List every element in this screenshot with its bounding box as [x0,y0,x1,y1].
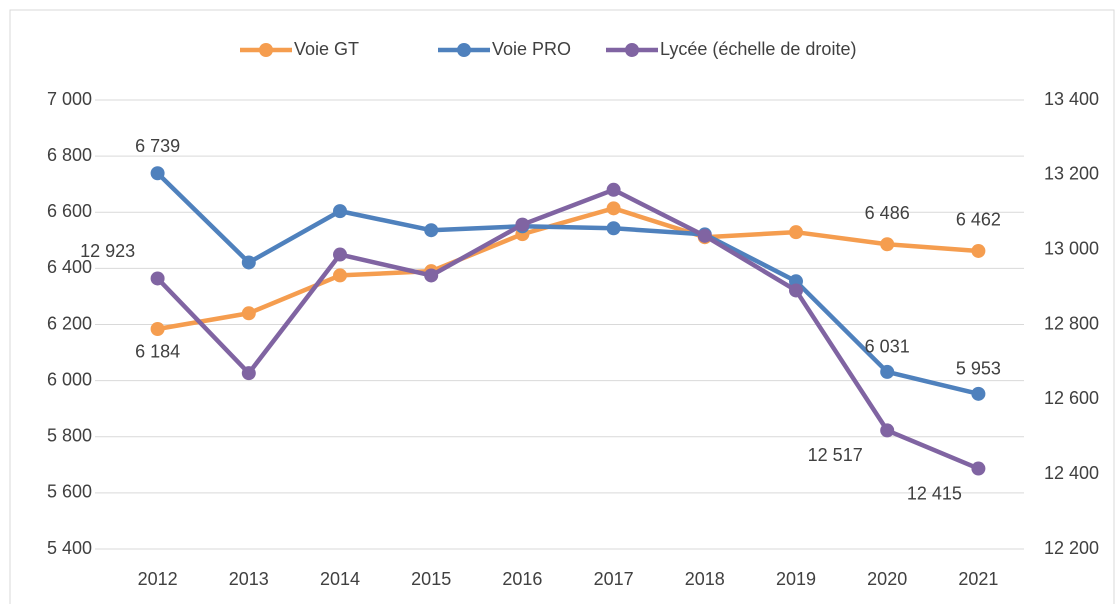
data-label: 5 953 [956,359,1001,379]
series-line [156,171,979,397]
data-point [333,204,347,219]
data-point [241,255,256,270]
legend-marker [457,43,471,57]
x-tick-label: 2017 [594,569,634,589]
y2-tick-label: 13 400 [1044,89,1099,109]
y-tick-label: 5 400 [47,538,92,558]
data-label: 12 415 [907,483,962,503]
y-tick-label: 6 200 [47,313,92,333]
data-label: 6 486 [865,203,910,223]
y-tick-label: 6 400 [47,257,92,277]
data-point [333,247,347,262]
data-point [150,271,165,286]
x-tick-label: 2013 [229,569,269,589]
y2-tick-label: 12 600 [1044,388,1099,408]
data-point [606,201,621,216]
y2-tick-label: 13 200 [1044,164,1099,184]
data-point [880,237,895,252]
legend-label: Voie PRO [492,39,571,59]
data-point [789,283,803,298]
y2-tick-label: 12 200 [1044,538,1099,558]
data-point [971,386,986,401]
data-point [333,268,347,283]
y-tick-label: 6 800 [47,145,92,165]
y-tick-label: 5 600 [47,482,92,502]
series-line [157,206,979,332]
x-tick-label: 2021 [958,569,998,589]
data-point [424,223,439,238]
legend-label: Lycée (échelle de droite) [660,39,856,59]
data-point [880,364,895,379]
chart-frame [9,9,1115,604]
data-label: 6 031 [865,337,910,357]
y2-tick-label: 12 400 [1044,463,1099,483]
data-point [789,225,803,240]
x-tick-label: 2016 [502,569,542,589]
x-tick-label: 2012 [138,569,178,589]
data-point [606,182,621,197]
data-point [971,461,986,476]
y-tick-label: 6 600 [47,201,92,221]
data-point [424,268,439,283]
data-label: 12 923 [80,241,135,261]
series-line [155,187,980,471]
y-tick-label: 5 800 [47,426,92,446]
x-tick-label: 2014 [320,569,360,589]
data-label: 12 517 [808,445,863,465]
legend-label: Voie GT [294,39,359,59]
x-tick-label: 2020 [867,569,907,589]
legend-marker [259,43,273,57]
y-tick-label: 7 000 [47,89,92,109]
data-point [971,243,986,258]
data-point [241,366,256,381]
x-tick-label: 2015 [411,569,451,589]
data-point [880,423,895,438]
data-point [606,221,621,236]
data-point [697,228,712,243]
data-label: 6 462 [956,210,1001,230]
x-tick-label: 2019 [776,569,816,589]
y-tick-label: 6 000 [47,369,92,389]
y2-tick-label: 12 800 [1044,313,1099,333]
y2-tick-label: 13 000 [1044,238,1099,258]
legend-marker [625,43,639,57]
data-point [241,306,256,321]
x-tick-label: 2018 [685,569,725,589]
data-point [150,321,165,336]
data-point [150,166,165,181]
data-label: 6 739 [135,136,180,156]
data-point [515,217,530,232]
data-label: 6 184 [135,342,180,362]
